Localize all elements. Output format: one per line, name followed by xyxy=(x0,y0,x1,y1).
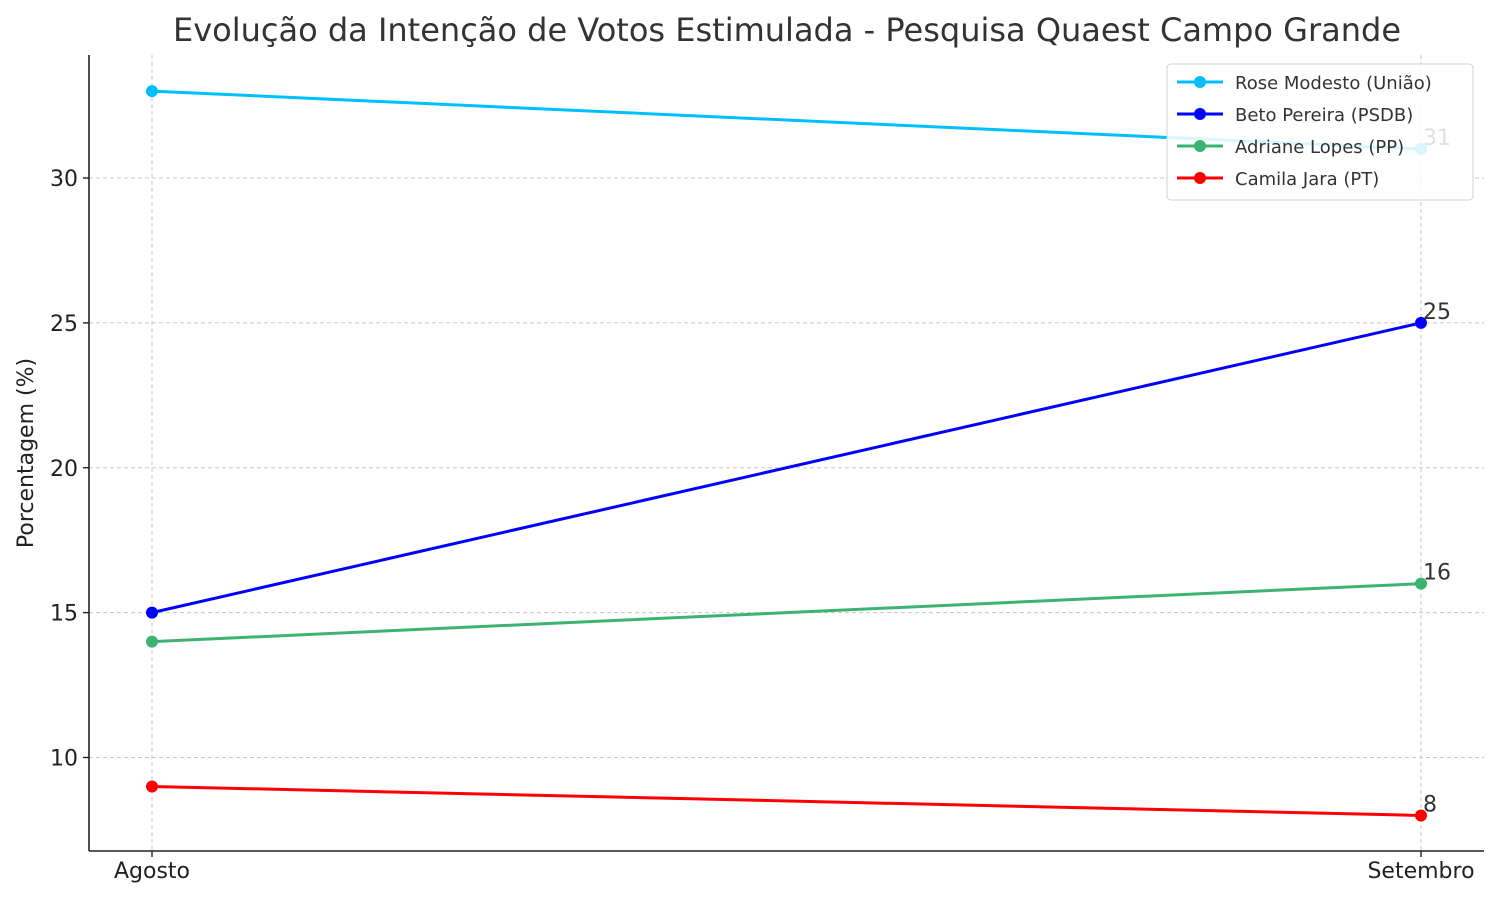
data-point xyxy=(146,635,158,648)
x-tick-label: Agosto xyxy=(114,859,190,884)
legend-label: Rose Modesto (União) xyxy=(1235,73,1432,94)
data-point xyxy=(1415,809,1427,822)
legend-marker xyxy=(1194,108,1206,120)
y-tick-label: 20 xyxy=(50,457,78,482)
data-label: 8 xyxy=(1423,792,1437,817)
data-point xyxy=(1415,316,1427,329)
data-point xyxy=(146,606,158,619)
series-line-2 xyxy=(151,321,1422,615)
data-point xyxy=(1415,577,1427,590)
series-layer xyxy=(146,85,1427,822)
y-tick-label: 25 xyxy=(50,312,78,337)
legend-label: Camila Jara (PT) xyxy=(1235,169,1379,190)
axes-layer: 10 15 20 25 30 Agosto Setembro xyxy=(50,55,1484,884)
y-tick-label: 30 xyxy=(50,167,78,192)
data-label: 16 xyxy=(1423,561,1451,586)
y-tick-label: 10 xyxy=(50,747,78,772)
legend-box xyxy=(1166,63,1474,201)
data-point xyxy=(146,780,158,793)
legend-marker xyxy=(1194,172,1206,184)
legend: Rose Modesto (União) Beto Pereira (PSDB) A… xyxy=(1166,63,1474,201)
y-axis-label: Porcentagem (%) xyxy=(14,358,39,548)
legend-marker xyxy=(1194,76,1206,88)
legend-marker xyxy=(1194,140,1206,152)
legend-label: Beto Pereira (PSDB) xyxy=(1235,105,1413,126)
legend-label: Adriane Lopes (PP) xyxy=(1235,137,1404,158)
series-line-4 xyxy=(151,784,1422,817)
data-point xyxy=(146,85,158,98)
chart-title: Evolução da Intenção de Votos Estimulada… xyxy=(173,11,1401,49)
y-tick-label: 15 xyxy=(50,602,78,627)
data-label: 25 xyxy=(1423,300,1451,325)
series-line-3 xyxy=(151,582,1422,644)
x-tick-label: Setembro xyxy=(1367,859,1474,884)
data-labels-layer: 3125168 xyxy=(1423,126,1451,817)
